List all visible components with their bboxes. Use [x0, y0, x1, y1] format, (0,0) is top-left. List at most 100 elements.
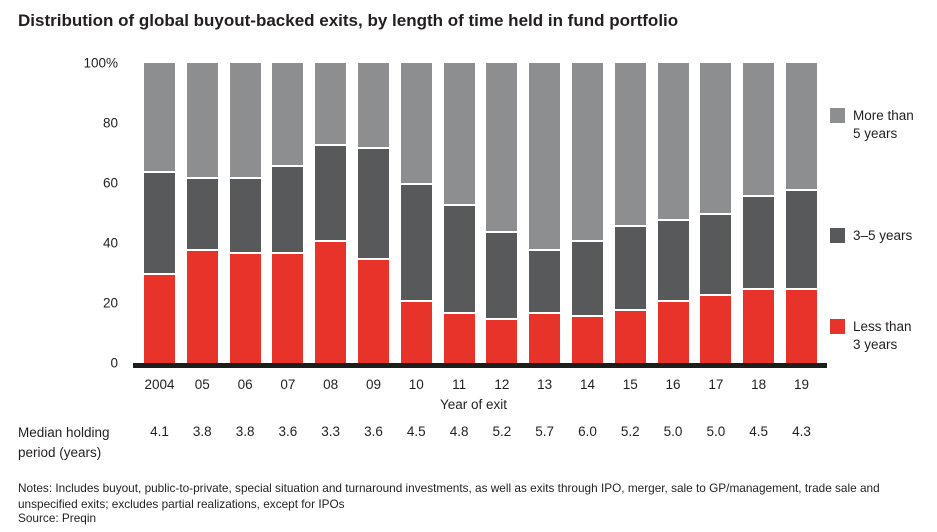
segment-more-than-5-years-10 [400, 63, 432, 183]
segment-more-than-5-years-12 [486, 63, 518, 231]
bar-05 [186, 63, 218, 363]
bar-12 [486, 63, 518, 363]
legend-label-more-than-5-years: More than 5 years [853, 108, 914, 141]
bar-07 [272, 63, 304, 363]
x-labels: 2004 05 06 07 08 09 10 11 12 13 14 15 16 17 18 19 [125, 377, 822, 392]
median-value-18: 4.5 [749, 424, 769, 439]
source-note: Source: Preqin [18, 511, 97, 525]
segment-more-than-5-years-08 [315, 63, 347, 144]
x-label-09: 09 [365, 377, 381, 392]
bar-09 [357, 63, 389, 363]
median-value-2004: 4.1 [150, 424, 169, 439]
median-value-13: 5.7 [535, 424, 555, 439]
segment-more-than-5-years-17 [700, 63, 732, 213]
legend-label-3-5-years: 3–5 years [853, 228, 913, 243]
segment-more-than-5-years-06 [229, 63, 261, 177]
median-value-14: 6.0 [578, 424, 597, 439]
x-label-06: 06 [237, 377, 253, 392]
segment-less-than-3-years-10 [400, 300, 432, 363]
segment-3-5-years-06 [229, 177, 261, 252]
legend-swatch-less-than-3-years [830, 319, 845, 334]
segment-3-5-years-08 [315, 144, 347, 240]
segment-more-than-5-years-16 [657, 63, 689, 219]
segment-3-5-years-18 [743, 195, 775, 288]
segment-more-than-5-years-2004 [144, 63, 175, 171]
segment-3-5-years-2004 [144, 171, 175, 273]
bar-19 [785, 63, 817, 363]
segment-less-than-3-years-07 [272, 252, 304, 363]
bar-08 [315, 63, 347, 363]
x-label-17: 17 [708, 377, 724, 392]
legend-swatch-more-than-5-years [830, 108, 845, 123]
x-label-08: 08 [323, 377, 339, 392]
bar-16 [657, 63, 689, 363]
legend-swatch-3-5-years [830, 228, 845, 243]
segment-more-than-5-years-15 [614, 63, 646, 225]
segment-less-than-3-years-08 [315, 240, 347, 363]
segment-more-than-5-years-13 [529, 63, 561, 249]
segment-less-than-3-years-06 [229, 252, 261, 363]
segment-more-than-5-years-05 [186, 63, 218, 177]
bar-10 [400, 63, 432, 363]
segment-less-than-3-years-16 [657, 300, 689, 363]
median-value-17: 5.0 [706, 424, 726, 439]
segment-3-5-years-17 [700, 213, 732, 294]
bar-2004 [144, 63, 175, 363]
x-label-14: 14 [579, 377, 595, 392]
median-value-15: 5.2 [620, 424, 640, 439]
median-values: 4.1 3.8 3.8 3.6 3.3 3.6 4.5 4.8 5.2 5.7 6.0 5.2 5.0 5… [125, 424, 822, 439]
x-label-15: 15 [622, 377, 638, 392]
y-tick-0: 0 [110, 355, 118, 371]
legend-item-less-than-3-years: Less than 3 years [830, 318, 912, 353]
y-tick-60: 60 [102, 175, 118, 191]
segment-3-5-years-14 [571, 240, 603, 315]
x-label-11: 11 [452, 377, 467, 392]
median-value-19: 4.3 [792, 424, 811, 439]
y-tick-20: 20 [102, 295, 118, 311]
x-label-10: 10 [408, 377, 424, 392]
median-holding-label-line2: period (years) [18, 445, 102, 460]
segment-more-than-5-years-09 [357, 63, 389, 147]
median-value-07: 3.6 [278, 424, 298, 439]
segment-3-5-years-09 [357, 147, 389, 258]
bar-14 [571, 63, 603, 363]
segment-3-5-years-16 [657, 219, 689, 300]
median-value-12: 5.2 [492, 424, 512, 439]
segment-less-than-3-years-11 [443, 312, 475, 363]
median-value-05: 3.8 [192, 424, 212, 439]
segment-3-5-years-05 [186, 177, 218, 249]
segment-less-than-3-years-09 [357, 258, 389, 363]
median-value-09: 3.6 [364, 424, 383, 439]
segment-3-5-years-15 [614, 225, 646, 309]
median-value-16: 5.0 [663, 424, 683, 439]
segment-3-5-years-10 [400, 183, 432, 300]
median-value-10: 4.5 [406, 424, 426, 439]
segment-less-than-3-years-15 [614, 309, 646, 363]
segment-3-5-years-07 [272, 165, 304, 252]
segment-less-than-3-years-17 [700, 294, 732, 363]
plot-bars [125, 63, 822, 363]
segment-more-than-5-years-11 [443, 63, 475, 204]
y-tick-100: 100% [83, 55, 118, 71]
segment-3-5-years-13 [529, 249, 561, 312]
x-label-2004: 2004 [144, 377, 175, 392]
bar-13 [529, 63, 561, 363]
median-value-06: 3.8 [235, 424, 255, 439]
x-label-19: 19 [793, 377, 809, 392]
x-label-16: 16 [665, 377, 681, 392]
x-label-18: 18 [751, 377, 767, 392]
legend-item-3-5-years: 3–5 years [830, 227, 912, 245]
segment-more-than-5-years-18 [743, 63, 775, 195]
x-label-13: 13 [537, 377, 553, 392]
bar-15 [614, 63, 646, 363]
y-tick-80: 80 [102, 115, 118, 131]
bar-11 [443, 63, 475, 363]
segment-more-than-5-years-19 [785, 63, 817, 189]
y-tick-40: 40 [102, 235, 118, 251]
legend-item-more-than-5-years: More than 5 years [830, 107, 914, 142]
segment-less-than-3-years-13 [529, 312, 561, 363]
y-axis-labels: 100% 80 60 40 20 0 [50, 56, 118, 371]
segment-less-than-3-years-18 [743, 288, 775, 363]
x-axis-title: Year of exit [439, 397, 508, 412]
segment-more-than-5-years-07 [272, 63, 304, 165]
